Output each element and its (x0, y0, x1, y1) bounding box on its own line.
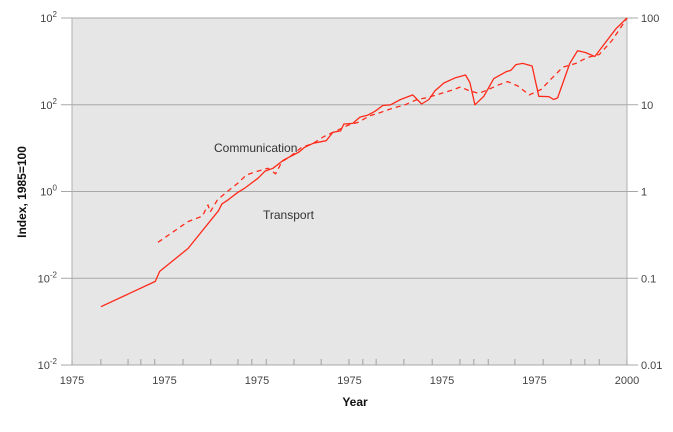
right-y-axis: 100 10 1 0.1 0.01 (627, 13, 662, 372)
x-tick-label: 1975 (60, 375, 84, 387)
x-tick-label: 1975 (245, 375, 269, 387)
right-y-tick-label: 0.1 (641, 273, 656, 285)
series-layer (100, 17, 628, 308)
left-y-tick-label: 102 (40, 10, 57, 25)
x-axis: 1975 1975 1975 1975 1975 1975 2000 (60, 359, 639, 387)
series-line-communication (157, 17, 628, 243)
right-y-tick-label: 0.01 (641, 360, 662, 372)
right-y-tick-label: 1 (641, 187, 647, 199)
series-line-transport (100, 17, 628, 308)
x-axis-title: Year (342, 395, 368, 409)
left-y-axis: 102 102 100 10-2 10-2 (38, 10, 72, 372)
annotation-communication: Communication (214, 141, 297, 155)
x-tick-label: 1975 (430, 375, 454, 387)
annotation-transport: Transport (263, 208, 315, 222)
right-y-tick-label: 100 (641, 13, 659, 25)
x-tick-label: 1975 (337, 375, 361, 387)
left-y-tick-label: 10-2 (38, 357, 58, 372)
left-y-tick-label: 102 (40, 97, 57, 112)
left-y-tick-label: 10-2 (38, 270, 58, 285)
y-axis-title: Index, 1985=100 (15, 146, 29, 238)
left-y-tick-label: 100 (40, 184, 57, 199)
x-tick-label: 1975 (152, 375, 176, 387)
x-tick-label: 2000 (615, 375, 639, 387)
x-tick-label: 1975 (522, 375, 546, 387)
gridlines (72, 17, 627, 366)
right-y-tick-label: 10 (641, 100, 653, 112)
